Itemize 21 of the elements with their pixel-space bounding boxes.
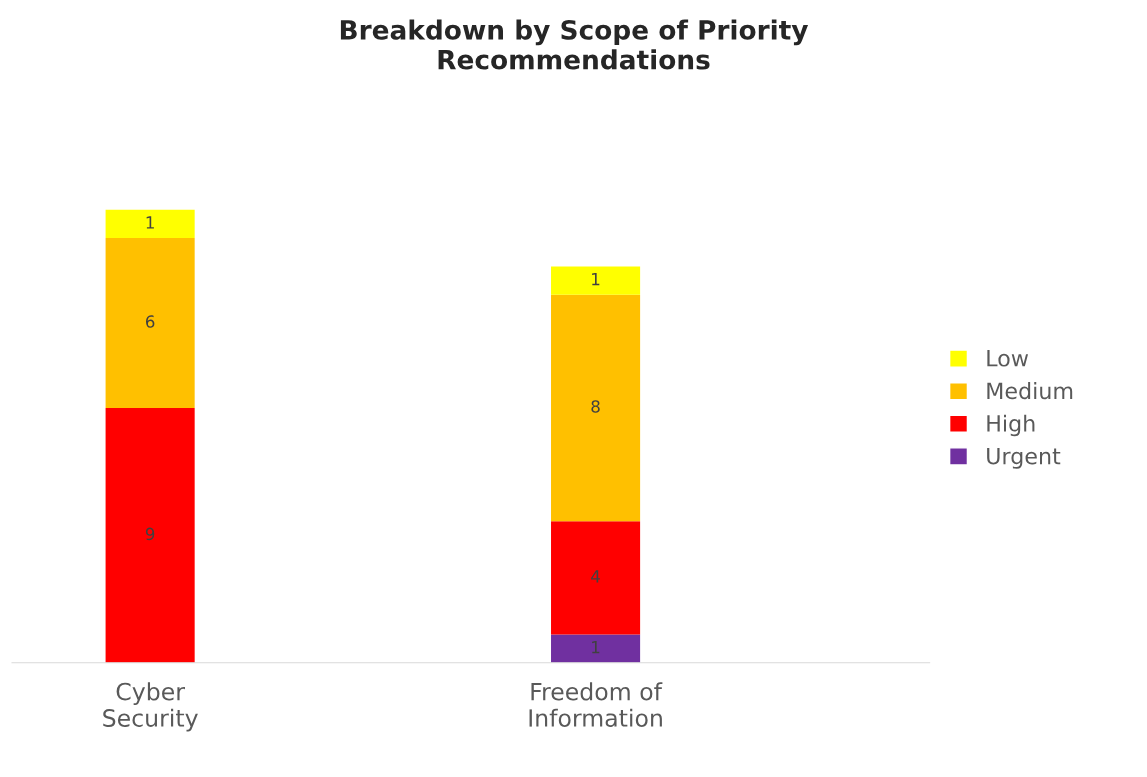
bar <box>551 266 641 295</box>
data-label: 4 <box>591 570 600 583</box>
data-label: 8 <box>591 400 600 413</box>
legend-label: Low <box>987 350 1029 367</box>
legend-label: Medium <box>987 382 1073 400</box>
data-label: 1 <box>146 216 154 229</box>
bar <box>105 238 195 408</box>
data-label: 6 <box>145 315 155 328</box>
bar <box>105 209 195 239</box>
data-label: 1 <box>592 641 600 654</box>
data-label: 1 <box>592 272 600 286</box>
data-label: 9 <box>145 527 155 541</box>
x-tick-label: Freedom of Information <box>529 682 663 727</box>
bar <box>551 521 641 635</box>
bar <box>551 294 641 522</box>
legend-label: Urgent <box>987 447 1061 469</box>
chart-title: Breakdown by Scope of Priority Recommendations <box>340 19 809 70</box>
legend-label: High <box>987 414 1035 437</box>
x-tick-label: Cyber Security <box>103 682 198 732</box>
bar <box>551 634 641 663</box>
bar <box>105 407 195 663</box>
